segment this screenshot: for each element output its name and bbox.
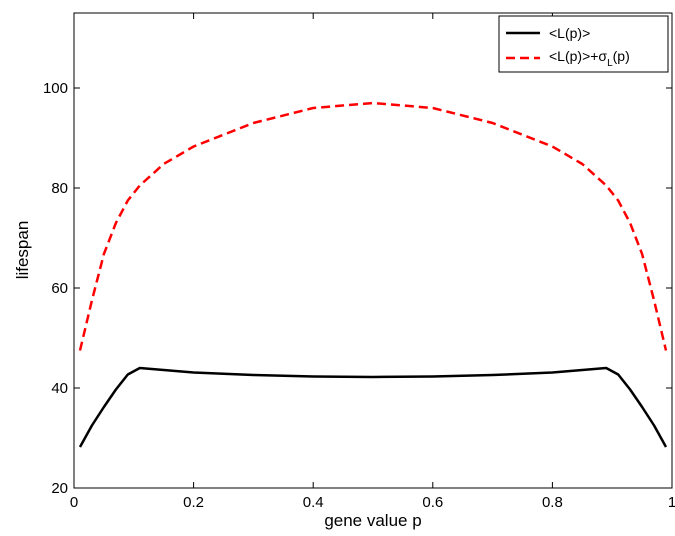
series-line-mean-plus-sigma [78, 101, 668, 351]
legend-label-sub: L [607, 58, 613, 69]
series-layer [78, 101, 668, 448]
y-tick-label: 40 [51, 380, 68, 397]
legend-label-mean: <L(p)> [549, 25, 590, 41]
x-tick-label: 0.2 [183, 494, 204, 511]
y-axis-title: lifespan [13, 221, 32, 280]
y-tick-label: 60 [51, 280, 68, 297]
plot-background [74, 13, 672, 488]
y-tick-label: 100 [43, 80, 68, 97]
y-tick-label: 80 [51, 180, 68, 197]
plot-frame [73, 12, 673, 489]
x-tick-label: 0.8 [542, 494, 563, 511]
tick-layer: 0 0.2 0.4 0.6 0.8 1 20 40 60 80 100 [43, 13, 675, 511]
legend: <L(p)> <L(p)>+σL(p) [498, 15, 669, 73]
series-line-mean [78, 366, 668, 448]
x-tick-label: 0.6 [422, 494, 443, 511]
legend-label-main: <L(p)>+σ [549, 48, 607, 64]
y-tick-label: 20 [51, 480, 68, 497]
x-tick-label: 1 [668, 494, 675, 511]
x-axis-title: gene value p [324, 511, 421, 530]
x-tick-label: 0.4 [303, 494, 324, 511]
legend-label-tail: (p) [613, 48, 630, 64]
legend-label-mean-plus-sigma: <L(p)>+σL(p) [549, 48, 630, 69]
x-tick-label: 0 [70, 494, 78, 511]
legend-box [498, 15, 669, 73]
